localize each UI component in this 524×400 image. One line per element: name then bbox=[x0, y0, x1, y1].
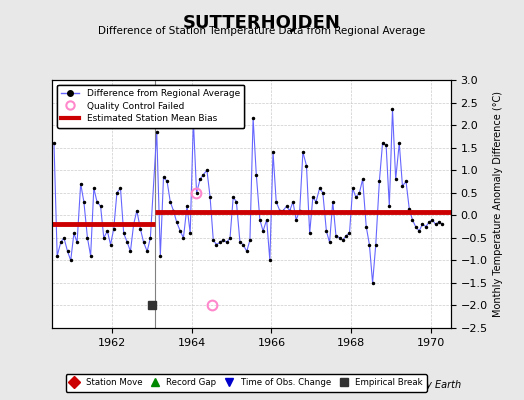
Text: Difference of Station Temperature Data from Regional Average: Difference of Station Temperature Data f… bbox=[99, 26, 425, 36]
Legend: Difference from Regional Average, Quality Control Failed, Estimated Station Mean: Difference from Regional Average, Qualit… bbox=[57, 84, 245, 128]
Text: Berkeley Earth: Berkeley Earth bbox=[389, 380, 461, 390]
Y-axis label: Monthly Temperature Anomaly Difference (°C): Monthly Temperature Anomaly Difference (… bbox=[493, 91, 503, 317]
Legend: Station Move, Record Gap, Time of Obs. Change, Empirical Break: Station Move, Record Gap, Time of Obs. C… bbox=[66, 374, 427, 392]
Text: SUTTERHOJDEN: SUTTERHOJDEN bbox=[183, 14, 341, 32]
